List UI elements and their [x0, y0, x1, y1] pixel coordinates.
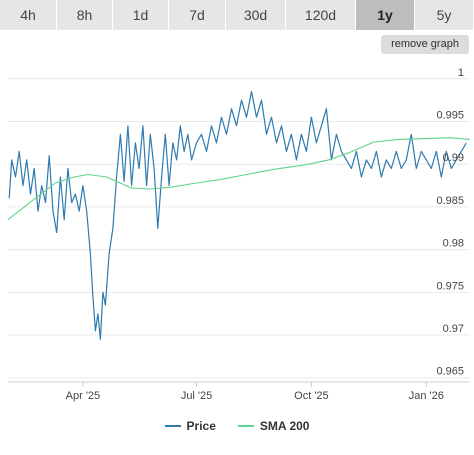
- tab-1y[interactable]: 1y: [356, 0, 415, 30]
- timeframe-tabs: 4h 8h 1d 7d 30d 120d 1y 5y: [0, 0, 474, 30]
- x-tick-label: Jul '25: [181, 390, 212, 402]
- y-tick-label: 0.99: [443, 152, 464, 164]
- tab-120d[interactable]: 120d: [286, 0, 356, 30]
- x-tick-label: Oct '25: [294, 390, 329, 402]
- legend-sma-label: SMA 200: [259, 419, 310, 433]
- tab-30d[interactable]: 30d: [226, 0, 286, 30]
- y-tick-label: 0.965: [436, 366, 464, 378]
- x-tick-label: Apr '25: [66, 390, 101, 402]
- remove-graph-button[interactable]: remove graph: [381, 35, 469, 54]
- tab-4h[interactable]: 4h: [0, 0, 57, 30]
- x-tick-label: Jan '26: [409, 390, 444, 402]
- y-tick-label: 0.98: [443, 238, 464, 250]
- sma-swatch: [237, 425, 254, 427]
- y-tick-label: 1: [458, 67, 464, 79]
- y-tick-label: 0.975: [436, 280, 464, 292]
- sma-line: [7, 137, 471, 221]
- tab-8h[interactable]: 8h: [57, 0, 113, 30]
- price-swatch: [164, 425, 181, 427]
- y-tick-label: 0.97: [443, 323, 464, 335]
- tab-5y[interactable]: 5y: [415, 0, 474, 30]
- y-tick-label: 0.985: [436, 195, 464, 207]
- tab-7d[interactable]: 7d: [169, 0, 226, 30]
- legend-item-sma[interactable]: SMA 200: [237, 419, 310, 433]
- legend-item-price[interactable]: Price: [164, 419, 216, 433]
- price-chart: Apr '25 Jul '25 Oct '25 Jan '26 1 0.995 0.99 0.…: [7, 67, 471, 402]
- tab-1d[interactable]: 1d: [113, 0, 169, 30]
- price-line: [8, 91, 467, 340]
- y-tick-label: 0.995: [436, 110, 464, 122]
- chart-legend: Price SMA 200: [0, 419, 474, 433]
- legend-price-label: Price: [186, 419, 216, 433]
